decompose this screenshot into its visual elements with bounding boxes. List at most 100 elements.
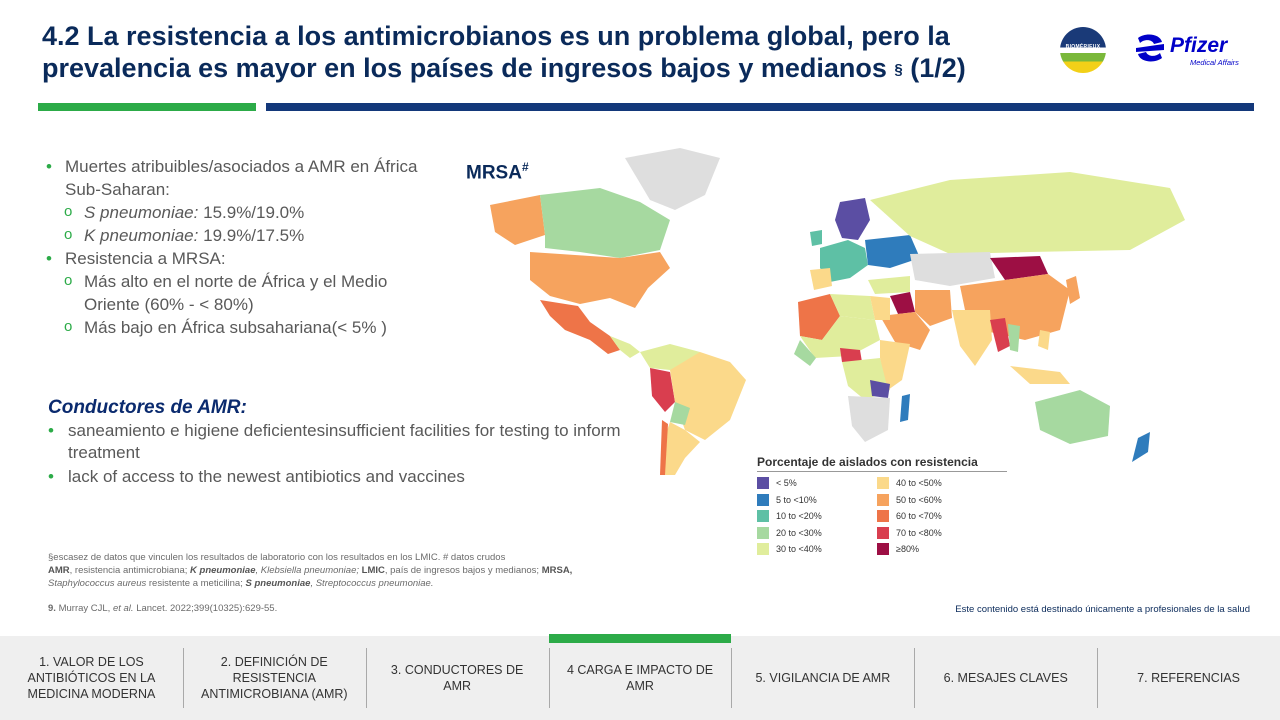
legend-grid: < 5% 40 to <50% 5 to <10% 50 to <60% 10 …: [757, 477, 1007, 556]
region-bolivia: [670, 402, 690, 425]
nav-tab-value-of-antibiotics[interactable]: 1. VALOR DE LOS ANTIBIÓTICOS EN LA MEDIC…: [27, 655, 156, 701]
legend-item: 20 to <30%: [757, 526, 877, 540]
nav-tab-key-messages[interactable]: 6. MESAJES CLAVES: [914, 636, 1097, 720]
nav-tab-burden-impact[interactable]: 4 CARGA E IMPACTO DE AMR: [548, 634, 732, 720]
map-label-sup: #: [521, 160, 529, 174]
region-west-africa: [794, 340, 816, 366]
k-pneumoniae-value: 19.9%/17.5%: [203, 226, 305, 245]
abbr-mrsa-def: resistente a meticilina;: [148, 578, 243, 589]
subbullet-mrsa-highest: Más alto en el norte de África y el Medi…: [44, 269, 444, 316]
nav-tab-references[interactable]: 7. REFERENCIAS: [1097, 636, 1280, 720]
s-pneumoniae-value: 15.9%/19.0%: [203, 203, 305, 222]
legend-label: 40 to <50%: [896, 478, 942, 489]
biomerieux-logo-text: BIOMÉRIEUX: [1065, 44, 1101, 50]
abbr-lmic-def: , país de ingresos bajos y medianos;: [384, 565, 540, 576]
legend-swatch: [757, 510, 769, 523]
nav-tab-surveillance[interactable]: 5. VIGILANCIA DE AMR: [731, 636, 914, 720]
legend-swatch: [877, 510, 889, 523]
legend-item: ≥80%: [877, 543, 997, 556]
abbr-kp-def: , Klebsiella pneumoniae;: [255, 565, 359, 576]
region-philippines: [1038, 330, 1050, 350]
legend-swatch: [757, 543, 769, 556]
bullet-mrsa-resistance: Resistencia a MRSA:: [44, 247, 444, 270]
drivers-list: saneamiento e higiene deficientesinsuffi…: [46, 420, 636, 490]
pfizer-logo: Pfizer Medical Affairs: [1132, 28, 1252, 72]
abbr-kp: K pneumoniae: [190, 565, 256, 576]
region-brazil: [670, 352, 746, 440]
legend-label: 70 to <80%: [896, 527, 942, 538]
pfizer-mark-icon: [1136, 34, 1164, 62]
region-mongolia: [990, 256, 1048, 280]
footnote-line-1: §escasez de datos que vinculen los resul…: [48, 552, 506, 563]
map-legend: Porcentaje de aislados con resistencia <…: [757, 455, 1007, 565]
s-pneumoniae-label: S pneumoniae:: [84, 203, 199, 222]
section-nav: 1. VALOR DE LOS ANTIBIÓTICOS EN LA MEDIC…: [0, 634, 1280, 720]
nav-tab-amr-drivers[interactable]: 3. CONDUCTORES DE AMR: [365, 636, 549, 720]
pfizer-wordmark: Pfizer: [1170, 34, 1228, 57]
region-madagascar: [900, 394, 910, 422]
title-accent-bar-navy: [266, 103, 1254, 111]
reference-source: Lancet. 2022;399(10325):629-55.: [136, 603, 278, 614]
region-kazakhstan: [910, 252, 995, 286]
region-north-africa-central: [830, 294, 875, 320]
driver-item: saneamiento e higiene deficientesinsuffi…: [46, 420, 636, 464]
footnote-line-2: AMR, resistencia antimicrobiana; K pneum…: [48, 564, 668, 577]
map-label-text: MRSA: [466, 162, 522, 184]
page-title: 4.2 La resistencia a los antimicrobianos…: [42, 20, 1052, 84]
legend-label: 30 to <40%: [776, 544, 822, 555]
region-tanzania: [870, 380, 890, 398]
k-pneumoniae-label: K pneumoniae:: [84, 226, 199, 245]
reference-etal: et al.: [112, 603, 134, 614]
legend-label: 10 to <20%: [776, 511, 822, 522]
legend-item: 10 to <20%: [757, 510, 877, 523]
region-scandinavia: [835, 198, 870, 240]
reference-author: Murray CJL,: [58, 603, 111, 614]
region-australia: [1035, 390, 1110, 444]
region-east-africa: [880, 340, 910, 390]
legend-swatch: [877, 543, 889, 556]
legend-item: 60 to <70%: [877, 510, 997, 523]
legend-swatch: [757, 477, 769, 490]
region-japan: [1066, 276, 1080, 304]
abbr-amr: AMR: [48, 565, 70, 576]
region-iberia: [810, 268, 832, 290]
nav-tab-amr-definition[interactable]: 2. DEFINICIÓN DE RESISTENCIA ANTIMICROBI…: [182, 636, 366, 720]
hcp-notice: Este contenido está destinado únicamente…: [955, 604, 1250, 615]
legend-label: 60 to <70%: [896, 511, 942, 522]
region-vietnam: [1008, 324, 1020, 352]
reference-number: 9.: [48, 603, 56, 614]
legend-label: 5 to <10%: [776, 494, 817, 505]
subbullet-s-pneumoniae: S pneumoniae: 15.9%/19.0%: [44, 200, 444, 224]
legend-label: 50 to <60%: [896, 494, 942, 505]
region-usa: [530, 252, 670, 308]
title-suffix: (1/2): [910, 53, 966, 83]
region-southern-africa: [848, 396, 890, 442]
region-chile: [660, 420, 668, 475]
region-greenland: [625, 148, 720, 210]
region-indonesia: [1010, 366, 1070, 384]
abbr-amr-def: , resistencia antimicrobiana;: [69, 565, 188, 576]
region-north-africa-west: [798, 294, 840, 340]
pfizer-subtitle: Medical Affairs: [1190, 58, 1239, 67]
region-alaska: [490, 195, 545, 245]
legend-item: 30 to <40%: [757, 543, 877, 556]
biomerieux-logo: BIOMÉRIEUX: [1060, 27, 1106, 73]
footnotes: §escasez de datos que vinculen los resul…: [48, 551, 668, 590]
region-sahel: [800, 316, 880, 358]
legend-label: ≥80%: [896, 544, 919, 555]
title-section-mark: §: [894, 61, 903, 78]
region-central-america: [610, 336, 640, 358]
region-iraq: [890, 292, 915, 314]
region-nigeria: [840, 348, 862, 362]
legend-swatch: [757, 493, 769, 506]
abbr-sp: S pneumoniae: [245, 578, 311, 589]
legend-title: Porcentaje de aislados con resistencia: [757, 455, 1007, 472]
region-argentina: [662, 422, 700, 475]
region-uk: [810, 230, 822, 246]
reference: 9. Murray CJL, et al. Lancet. 2022;399(1…: [48, 603, 277, 614]
page-title-text: 4.2 La resistencia a los antimicrobianos…: [42, 21, 950, 83]
region-peru: [650, 368, 675, 412]
region-west-europe: [820, 240, 868, 282]
abbr-sp-def: , Streptococcus pneumoniae.: [310, 578, 434, 589]
legend-label: < 5%: [776, 478, 797, 489]
